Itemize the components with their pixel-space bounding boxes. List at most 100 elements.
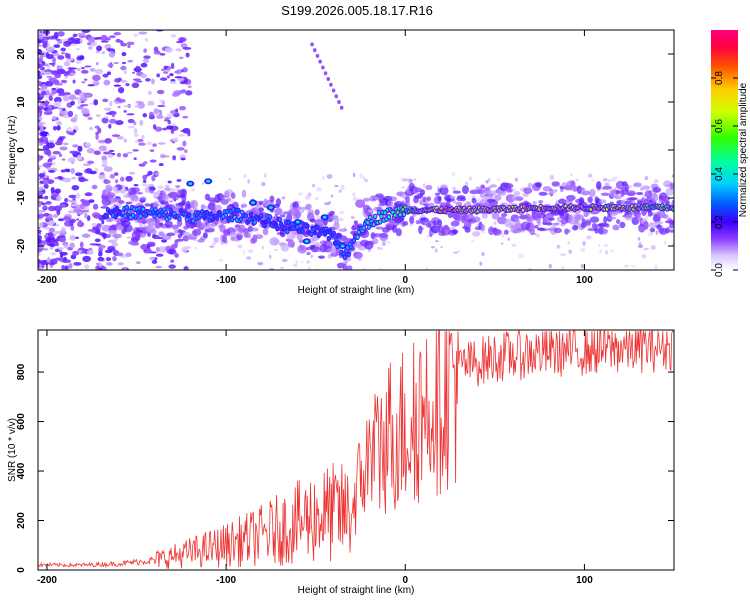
spectrogram-noise-blob: [147, 170, 153, 176]
spectrogram-halo: [595, 181, 602, 190]
spectrogram-noise-blob: [38, 213, 45, 219]
spectrogram-speckle: [334, 184, 339, 188]
spectrogram-noise-blob: [145, 78, 151, 82]
spectrogram-noise-blob: [54, 72, 61, 79]
spectrogram-noise-blob: [115, 179, 119, 184]
spectrogram-noise-blob: [48, 227, 55, 233]
spectrogram-ridge: [313, 230, 317, 235]
spectrogram-halo: [662, 214, 669, 219]
spectrogram-noise-blob: [93, 99, 99, 106]
spectrogram-noise-blob: [68, 263, 73, 269]
spectrogram-ridge: [327, 237, 331, 241]
spectrogram-halo: [523, 187, 533, 194]
spectrogram-noise-blob: [84, 65, 92, 68]
spectrogram-noise-blob: [81, 80, 86, 84]
spectrogram-speckle: [515, 177, 518, 182]
spectrogram-halo: [180, 188, 187, 197]
snr-y-axis-label: SNR (10 * v/v): [7, 418, 18, 482]
spectrogram-halo: [430, 225, 441, 234]
spectrogram-speckle: [261, 245, 264, 250]
spectrogram-halo: [626, 192, 636, 196]
spectrogram-noise-blob: [87, 229, 96, 232]
spectrogram-noise-blob: [151, 78, 155, 85]
spectrogram-ridge: [373, 214, 377, 218]
spectrogram-noise-blob: [59, 251, 68, 256]
y-tick-label: 10: [16, 96, 27, 108]
spectrogram-halo: [112, 233, 122, 239]
spectrogram-noise-blob: [76, 47, 80, 51]
spectrogram-streak: [312, 48, 317, 53]
spectrogram-noise-blob: [53, 205, 62, 212]
spectrogram-speckle: [242, 250, 246, 255]
spectrogram-halo: [503, 229, 509, 235]
spectrogram-halo: [497, 189, 507, 196]
spectrogram-speckle: [488, 177, 491, 183]
spectrogram-halo: [669, 219, 674, 226]
spectrogram-noise-blob: [164, 116, 172, 120]
spectrogram-speckle: [648, 232, 654, 237]
spectrogram-halo: [166, 232, 176, 237]
spectrogram-noise-blob: [162, 127, 168, 131]
spectrogram-halo: [456, 196, 467, 202]
spectrogram-speckle: [453, 200, 457, 204]
spectrogram-ridge: [316, 225, 319, 230]
spectrogram-noise-blob: [175, 48, 183, 52]
colorbar-gradient: [711, 30, 738, 270]
spectrogram-noise-blob: [143, 48, 147, 53]
spectrogram-ridge: [323, 232, 327, 236]
spectrogram-noise-blob: [47, 231, 54, 238]
spectrogram-halo: [418, 225, 423, 235]
x-tick-label: 0: [402, 575, 408, 586]
spectrogram-noise-blob: [69, 150, 79, 154]
spectrogram-noise-blob: [166, 75, 170, 79]
spectrogram-speckle: [452, 186, 456, 191]
spectrogram-speckle: [588, 173, 593, 178]
spectrogram-noise-blob: [101, 155, 108, 162]
spectrogram-noise-blob: [80, 198, 86, 203]
spectrogram-speckle: [567, 241, 570, 245]
spectrogram-noise-blob: [137, 139, 144, 142]
spectrogram-speckle: [549, 174, 554, 180]
spectrogram-halo: [102, 189, 107, 198]
spectrogram-halo: [213, 237, 219, 244]
spectrogram-noise-blob: [142, 174, 148, 180]
chart-title: S199.2026.005.18.17.R16: [281, 3, 433, 18]
spectrogram-noise-blob: [55, 38, 61, 41]
spectrogram-noise-blob: [104, 43, 112, 50]
spectrogram-noise-blob: [38, 63, 42, 69]
y-tick-label: 600: [16, 413, 27, 430]
spectrogram-speckle: [326, 174, 333, 179]
spectrogram-noise-blob: [48, 205, 56, 212]
spectrogram-noise-blob: [149, 149, 155, 152]
spectrogram-noise-blob: [93, 167, 99, 172]
spectrogram-noise-blob: [142, 113, 148, 118]
spectrogram-speckle: [308, 266, 311, 270]
spectrogram-noise-blob: [112, 255, 117, 262]
spectrogram-speckle: [644, 175, 649, 181]
spectrogram-feature: [268, 206, 273, 210]
spectrogram-streak: [331, 88, 336, 93]
spectrogram-halo: [245, 233, 252, 239]
spectrogram-halo: [538, 191, 548, 196]
spectrogram-ridge: [259, 213, 263, 217]
spectrogram-noise-blob: [38, 260, 47, 265]
spectrogram-noise-blob: [55, 198, 61, 202]
spectrogram-speckle: [381, 241, 387, 247]
spectrogram-speckle: [269, 254, 272, 259]
spectrogram-noise-blob: [41, 263, 45, 269]
spectrogram-noise-blob: [135, 261, 141, 265]
spectrogram-noise-blob: [126, 41, 135, 46]
spectrogram-ridge: [128, 210, 131, 214]
spectrogram-ridge: [367, 225, 371, 229]
spectrogram-speckle: [654, 264, 658, 270]
spectrogram-noise-blob: [164, 187, 171, 192]
spectrogram-noise-blob: [83, 78, 88, 81]
spectrogram-noise-blob: [38, 143, 41, 147]
spectrogram-speckle: [425, 267, 429, 270]
spectrogram-speckle: [440, 245, 444, 248]
spectrogram-halo: [615, 219, 621, 224]
spectrogram-feature: [188, 182, 193, 186]
spectrogram-noise-blob: [174, 76, 183, 79]
spectrogram-halo: [101, 205, 108, 209]
spectrogram-halo: [607, 216, 617, 220]
